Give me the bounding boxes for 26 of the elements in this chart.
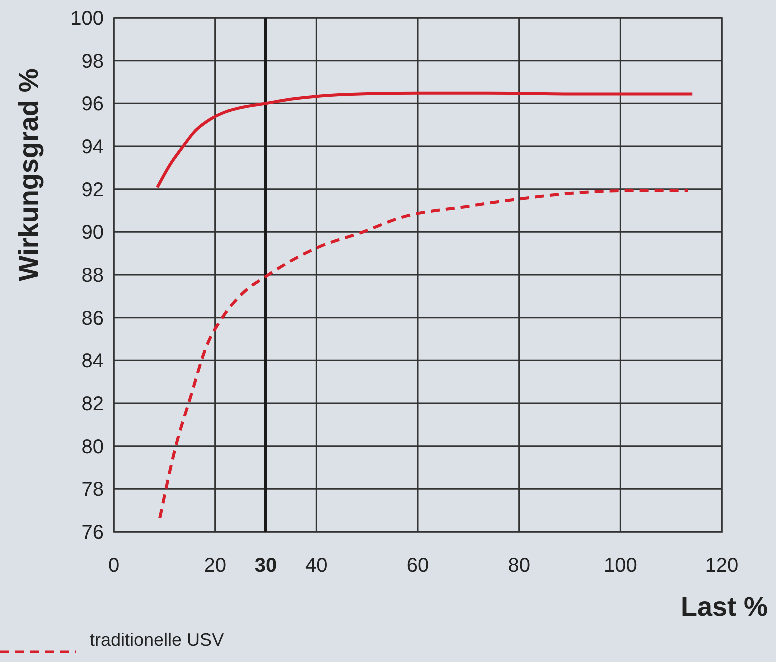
ref-line-label: 30 [254, 555, 278, 577]
line-series [158, 190, 690, 520]
y-tick-label: 88 [82, 265, 104, 287]
x-tick-label: 60 [406, 555, 430, 577]
y-tick-label: 96 [82, 94, 104, 116]
y-tick-label: 76 [82, 522, 104, 544]
x-tick-label: 120 [705, 555, 739, 577]
y-tick-label: 80 [82, 436, 104, 458]
line-series [156, 92, 694, 190]
x-axis-title: Last % [680, 592, 768, 622]
y-tick-label: 82 [82, 394, 104, 416]
x-tick-label: 40 [306, 555, 328, 577]
x-tick-label: 80 [508, 555, 530, 577]
y-tick-label: 78 [82, 479, 104, 502]
y-axis-title: Wirkungsgrad % [14, 68, 44, 282]
legend-label: traditionelle USV [90, 630, 224, 650]
y-tick-label: 86 [82, 308, 104, 330]
x-tick-label: 100 [604, 555, 638, 577]
y-tick-label: 92 [82, 179, 104, 202]
y-tick-label: 100 [70, 8, 104, 30]
y-tick-label: 84 [82, 350, 104, 373]
y-tick-label: 90 [82, 222, 104, 244]
x-tick-label: 20 [204, 555, 226, 577]
x-tick-label: 0 [108, 555, 120, 577]
y-tick-label: 98 [82, 50, 104, 73]
y-tick-label: 94 [82, 136, 104, 158]
